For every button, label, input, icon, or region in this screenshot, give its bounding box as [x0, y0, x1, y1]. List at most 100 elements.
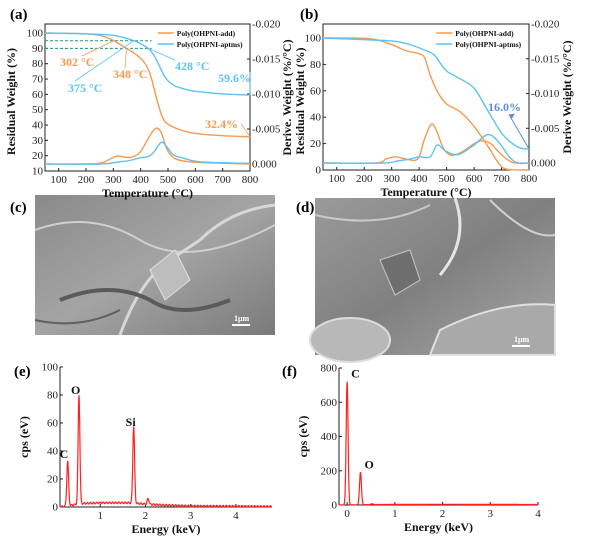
y2-tick-label: -0.010: [531, 88, 560, 100]
x-axis-label: Energy (keV): [132, 522, 201, 536]
x-tick-label: 100: [328, 173, 345, 185]
annotation-arrow: [148, 48, 176, 61]
x-tick-label: 1: [97, 510, 103, 522]
annotation-label: 32.4%: [205, 117, 238, 131]
x-tick-label: 800: [242, 174, 259, 186]
x-tick-label: 2: [143, 510, 149, 522]
y2-tick-label: -0.005: [252, 124, 281, 136]
plot-frame: [44, 23, 251, 172]
y-tick-label: 80: [310, 59, 322, 71]
y2-tick-label: -0.015: [531, 53, 560, 65]
y-tick-label: 100: [27, 28, 44, 40]
x-tick-label: 4: [233, 510, 239, 522]
panel-label-c: (c): [10, 200, 27, 216]
legend-label: Poly(OHPNI-aptms): [455, 40, 521, 49]
y-tick-label: 100: [305, 32, 322, 44]
x-tick-label: 300: [383, 173, 400, 185]
annotation-label: 428 °C: [175, 59, 209, 73]
y-tick-label: 60: [47, 418, 59, 430]
x-tick-label: 500: [438, 173, 455, 185]
x-tick-label: 700: [493, 173, 510, 185]
y-tick-label: 800: [321, 363, 338, 375]
y-tick-label: 60: [32, 89, 44, 101]
annotation-label: 375 °C: [68, 81, 102, 95]
y-tick-label: 0: [332, 500, 338, 512]
y-axis-label: Residual Weight (%): [293, 47, 307, 154]
x-tick-label: 4: [535, 508, 541, 520]
y-tick-label: 0: [316, 165, 322, 177]
peak-label: Si: [126, 415, 137, 429]
y-tick-label: 60: [310, 85, 322, 97]
x-tick-label: 200: [356, 173, 373, 185]
y2-tick-label: -0.005: [531, 123, 560, 135]
chart-f: 0 1 2 3 4 0 200 400 600 800 Energy (keV) cps (eV) C O: [296, 363, 541, 535]
sem-image-d: 1μm: [309, 197, 556, 363]
y-axis-label: cps (eV): [296, 416, 310, 458]
y-tick-label: 0: [53, 502, 59, 514]
annotation-arrow: [124, 48, 127, 69]
x-axis-label: Energy (keV): [404, 520, 473, 534]
y-tick-label: 70: [32, 74, 44, 86]
x-tick-label: 500: [160, 174, 177, 186]
y-tick-label: 90: [32, 43, 44, 55]
y-tick-label: 100: [42, 362, 59, 374]
annotation-arrow: [508, 114, 530, 150]
y2-tick-label: 0.000: [531, 158, 556, 170]
x-tick-label: 400: [411, 173, 428, 185]
x-tick-label: 1: [392, 508, 398, 520]
x-tick-label: 700: [214, 174, 231, 186]
x-tick-label: 800: [521, 173, 538, 185]
legend-label: Poly(OHPNI-aptms): [177, 40, 243, 49]
arrowhead-icon: [508, 113, 515, 119]
peak-label: C: [351, 367, 360, 381]
panel-label-a: (a): [10, 7, 28, 23]
y-tick-label: 10: [32, 166, 44, 178]
y-tick-label: 400: [321, 431, 338, 443]
series-line-add-left: [322, 37, 530, 171]
y-tick-label: 600: [321, 397, 338, 409]
panel-label-d: (d): [296, 200, 314, 216]
x-tick-label: 300: [105, 174, 122, 186]
panel-label-f: (f): [282, 364, 297, 380]
series-line-aptms-right: [44, 141, 251, 165]
panel-label-e: (e): [14, 364, 31, 380]
panel-label-b: (b): [300, 7, 318, 23]
annotation-label: 302 °C: [60, 55, 94, 69]
annotation-arrow: [74, 40, 135, 82]
x-tick-label: 400: [132, 174, 149, 186]
y2-axis-label: Derive Weight (%/°C): [560, 40, 574, 153]
series-line-aptms-left: [44, 32, 251, 96]
x-tick-label: 0: [344, 508, 350, 520]
y2-tick-label: -0.020: [531, 19, 560, 31]
y-tick-label: 200: [321, 465, 338, 477]
series-line-add-right: [44, 127, 251, 165]
x-tick-label: 3: [188, 510, 194, 522]
series-line-add-right: [322, 123, 530, 165]
chart-a: 100 200 300 400 500 600 700 800 10 20 30 40 50 60 70 80…: [4, 19, 294, 201]
annotation-label: 16.0%: [488, 100, 521, 114]
series-line-add-left: [44, 32, 251, 138]
scale-bar-c: 1μm: [234, 314, 250, 323]
legend-label: Poly(OHPNI-add): [177, 29, 236, 38]
y2-axis-label: Derive. Weight (%/°C): [280, 39, 294, 155]
y-tick-label: 40: [310, 112, 322, 124]
y2-tick-label: 0.000: [252, 159, 277, 171]
y-tick-label: 40: [32, 120, 44, 132]
annotation-arrow: [240, 123, 251, 137]
x-tick-label: 600: [466, 173, 483, 185]
annotation-arrow: [81, 40, 115, 57]
y-tick-label: 40: [47, 446, 59, 458]
y-tick-label: 20: [310, 138, 322, 150]
spectrum-line: [339, 381, 538, 506]
plot-frame: [322, 23, 530, 171]
peak-label: C: [60, 447, 69, 461]
annotation-label: 348 °C: [113, 67, 147, 81]
peak-label: O: [364, 457, 373, 471]
x-tick-label: 2: [440, 508, 446, 520]
x-tick-label: 100: [50, 174, 67, 186]
y-tick-label: 20: [32, 150, 44, 162]
annotation-label: 59.6%: [218, 71, 251, 85]
y-tick-label: 50: [32, 104, 44, 116]
y-tick-label: 30: [32, 135, 44, 147]
